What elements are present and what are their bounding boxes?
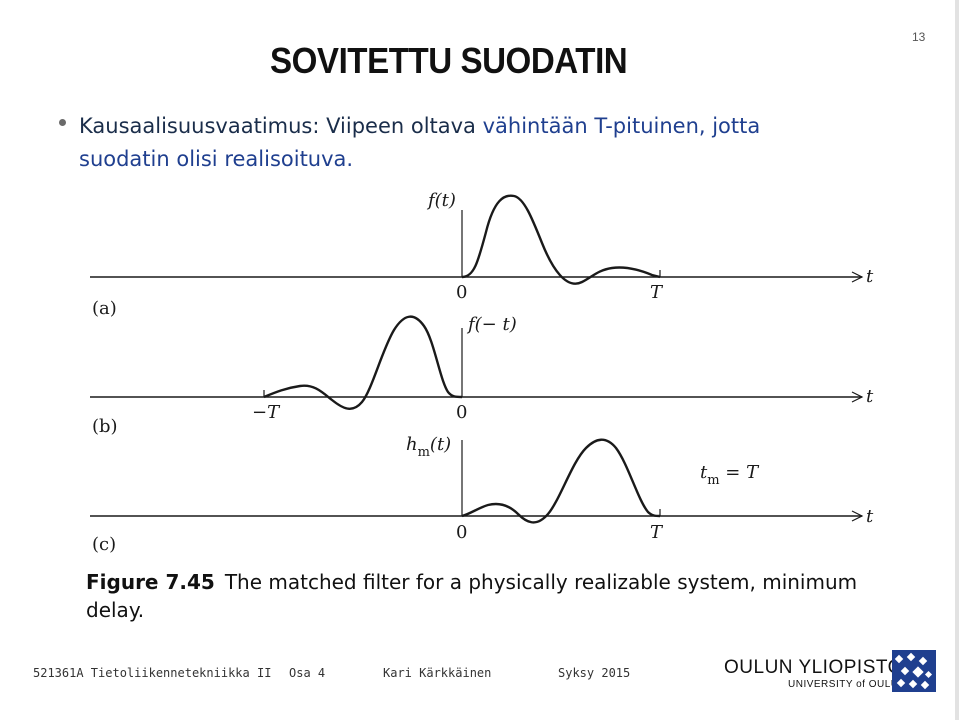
panel-c-note-t: t xyxy=(700,462,708,483)
panel-a-axis-label: t xyxy=(866,266,874,287)
figure-caption-label: Figure 7.45 xyxy=(86,570,215,594)
panel-a-function-label: f(t) xyxy=(426,190,456,211)
panel-c-fn-arg: (t) xyxy=(430,434,451,455)
footer-course: 521361A Tietoliikennetekniikka II xyxy=(33,666,272,680)
panel-b-label: (b) xyxy=(92,416,118,437)
panel-c-note-rest: = T xyxy=(720,462,761,483)
panel-a-pulse xyxy=(461,194,661,285)
slide-number: 13 xyxy=(912,30,926,44)
panel-c-axis-label: t xyxy=(866,506,874,527)
figure-caption: Figure 7.45 The matched filter for a phys… xyxy=(86,568,906,624)
panel-b-function-label: f(− t) xyxy=(466,314,517,335)
panel-c-pulse xyxy=(461,438,661,524)
logo-text-sub: UNIVERSITY of OULU xyxy=(788,679,899,690)
bullet-line2: suodatin olisi realisoituva. xyxy=(79,147,354,171)
panel-c-function-label: hm(t) xyxy=(406,434,451,460)
panel-b-pulse xyxy=(263,315,463,410)
panel-b-t-end-label: −T xyxy=(252,402,281,423)
panel-a-t-end-label: T xyxy=(650,282,664,303)
panel-c-t-end-label: T xyxy=(650,522,664,543)
panel-c-note: tm = T xyxy=(700,462,760,488)
panel-b-axis-label: t xyxy=(866,386,874,407)
slide-edge xyxy=(955,0,959,720)
logo-text-main: OULUN YLIOPISTO xyxy=(724,657,903,678)
footer-author: Kari Kärkkäinen xyxy=(383,666,492,680)
panel-b-zero-label: 0 xyxy=(456,402,467,423)
panel-c-fn-h: h xyxy=(406,434,418,455)
bullet-line1-a: Kausaalisuusvaatimus: Viipeen oltava xyxy=(79,114,483,138)
university-logo-icon xyxy=(892,650,936,692)
panel-c-label: (c) xyxy=(92,534,116,555)
bullet-icon xyxy=(59,119,66,126)
footer-term: Syksy 2015 xyxy=(558,666,631,680)
figure-caption-text: The matched filter for a physically real… xyxy=(86,570,858,622)
panel-c-zero-label: 0 xyxy=(456,522,467,543)
panel-c-note-sub: m xyxy=(707,473,719,488)
panel-c-fn-sub: m xyxy=(418,445,430,460)
footer-part: Osa 4 xyxy=(289,666,326,680)
bullet-line1-b: vähintään T-pituinen, jotta xyxy=(482,114,761,138)
bullet-text: Kausaalisuusvaatimus: Viipeen oltava väh… xyxy=(79,110,899,176)
panel-a-zero-label: 0 xyxy=(456,282,467,303)
panel-a-label: (a) xyxy=(92,298,117,319)
matched-filter-figure: (a) f(t) 0 T t (b) f(− t) 0 −T t (c) hm(… xyxy=(90,190,874,555)
slide-title: SOVITETTU SUODATIN xyxy=(270,40,628,81)
